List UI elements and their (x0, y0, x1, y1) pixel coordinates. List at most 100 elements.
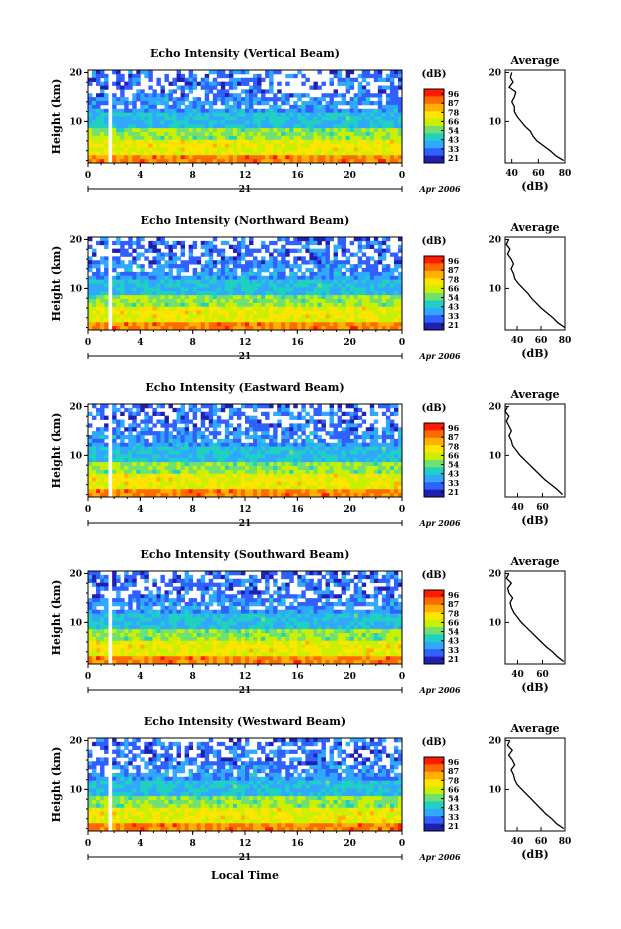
avg-x-tick-label: 80 (559, 336, 572, 346)
x-tick-label: 0 (85, 505, 91, 515)
average-xlabel: (dB) (521, 848, 548, 861)
colorbar-swatch (424, 111, 444, 119)
x-tick-label: 0 (399, 505, 405, 515)
colorbar-swatch (424, 89, 444, 97)
colorbar-tick-label: 54 (448, 794, 460, 804)
colorbar-tick-label: 96 (448, 256, 460, 266)
colorbar-swatch (424, 467, 444, 476)
colorbar-swatch (424, 445, 444, 453)
colorbar-swatch (424, 794, 444, 802)
x-tick-label: 16 (291, 672, 304, 682)
x-axis-label: Local Time (211, 869, 279, 882)
colorbar-tick-label: 21 (448, 153, 459, 163)
colorbar-tick-label: 33 (448, 478, 460, 488)
colorbar-swatch (424, 322, 444, 331)
avg-y-tick-label: 10 (488, 451, 501, 461)
x-tick-label: 8 (190, 171, 196, 181)
colorbar-tick-label: 96 (448, 89, 460, 99)
avg-x-tick-label: 80 (559, 837, 572, 847)
colorbar-swatch (424, 315, 444, 323)
colorbar-frame (423, 422, 445, 498)
average-line (505, 573, 565, 663)
colorbar-swatch (424, 285, 444, 294)
colorbar-swatch (424, 300, 444, 309)
average-line (504, 406, 563, 496)
avg-y-tick-label: 10 (488, 618, 501, 628)
colorbar-swatch (424, 604, 444, 613)
colorbar-swatch (424, 148, 444, 156)
beam-panel: Echo Intensity (Southward Beam) 10 20 Heigh… (50, 548, 566, 696)
colorbar-tick-label: 33 (448, 645, 460, 655)
colorbar-swatch (424, 452, 444, 461)
colorbar-tick-label: 66 (448, 283, 460, 293)
x-tick-label: 0 (399, 338, 405, 348)
average-title: Average (509, 722, 559, 735)
avg-x-tick-label: 80 (559, 169, 572, 179)
y-tick-label: 20 (69, 569, 82, 579)
avg-y-tick-label: 10 (488, 284, 501, 294)
panel-title: Echo Intensity (Eastward Beam) (145, 381, 344, 394)
colorbar-tick-label: 54 (448, 627, 460, 637)
colorbar-swatch (424, 278, 444, 286)
y-axis-label: Height (km) (50, 79, 63, 155)
colorbar-swatch (424, 430, 444, 439)
average-title: Average (509, 388, 559, 401)
panel-title: Echo Intensity (Vertical Beam) (150, 47, 340, 60)
day-label: 21 (239, 686, 252, 696)
colorbar-swatch (424, 103, 444, 112)
beam-panel: Echo Intensity (Northward Beam) 10 20 Heigh… (50, 214, 571, 362)
panel-title: Echo Intensity (Westward Beam) (144, 715, 346, 728)
colorbar-swatch (424, 270, 444, 279)
panel-title: Echo Intensity (Southward Beam) (141, 548, 350, 561)
colorbar-tick-label: 66 (448, 784, 460, 794)
colorbar-swatch (424, 634, 444, 643)
average-frame (504, 737, 566, 832)
colorbar-unit: (dB) (422, 236, 447, 247)
colorbar-tick-label: 43 (448, 469, 460, 479)
colorbar-swatch (424, 263, 444, 272)
x-tick-label: 20 (343, 338, 356, 348)
y-tick-label: 20 (69, 68, 82, 78)
x-tick-label: 20 (343, 171, 356, 181)
colorbar-tick-label: 78 (448, 274, 460, 284)
date-label: Apr 2006 (418, 351, 461, 361)
colorbar-tick-label: 33 (448, 144, 460, 154)
colorbar-tick-label: 78 (448, 107, 460, 117)
avg-x-tick-label: 40 (505, 169, 518, 179)
avg-y-tick-label: 20 (488, 68, 501, 78)
colorbar-frame (423, 589, 445, 665)
x-tick-label: 0 (399, 839, 405, 849)
average-profile: Average 10 20 40 60 80 (dB) (488, 54, 571, 193)
x-tick-label: 4 (137, 338, 143, 348)
colorbar-tick-label: 87 (448, 98, 459, 108)
average-frame (504, 236, 566, 331)
colorbar-tick-label: 66 (448, 116, 460, 126)
heatmap-cells (88, 70, 403, 164)
colorbar-swatch (424, 590, 444, 598)
colorbar-tick-label: 96 (448, 423, 460, 433)
colorbar-unit: (dB) (422, 570, 447, 581)
avg-x-tick-label: 40 (511, 336, 524, 346)
y-tick-label: 10 (69, 785, 82, 795)
colorbar-swatch (424, 126, 444, 134)
x-tick-label: 0 (85, 839, 91, 849)
colorbar-swatch (424, 423, 444, 431)
x-tick-label: 20 (343, 839, 356, 849)
colorbar-swatch (424, 641, 444, 650)
x-tick-label: 16 (291, 171, 304, 181)
colorbar-swatch (424, 612, 444, 620)
y-axis-label: Height (km) (50, 747, 63, 823)
avg-x-tick-label: 60 (536, 503, 549, 513)
colorbar-tick-label: 78 (448, 775, 460, 785)
colorbar-tick-label: 33 (448, 812, 460, 822)
colorbar-swatch (424, 307, 444, 316)
average-frame (504, 403, 566, 498)
y-tick-label: 20 (69, 736, 82, 746)
average-frame (504, 570, 566, 665)
heatmap-cells (88, 738, 403, 832)
colorbar-swatch (424, 96, 444, 105)
colorbar-tick-label: 54 (448, 293, 460, 303)
colorbar-tick-label: 43 (448, 803, 460, 813)
